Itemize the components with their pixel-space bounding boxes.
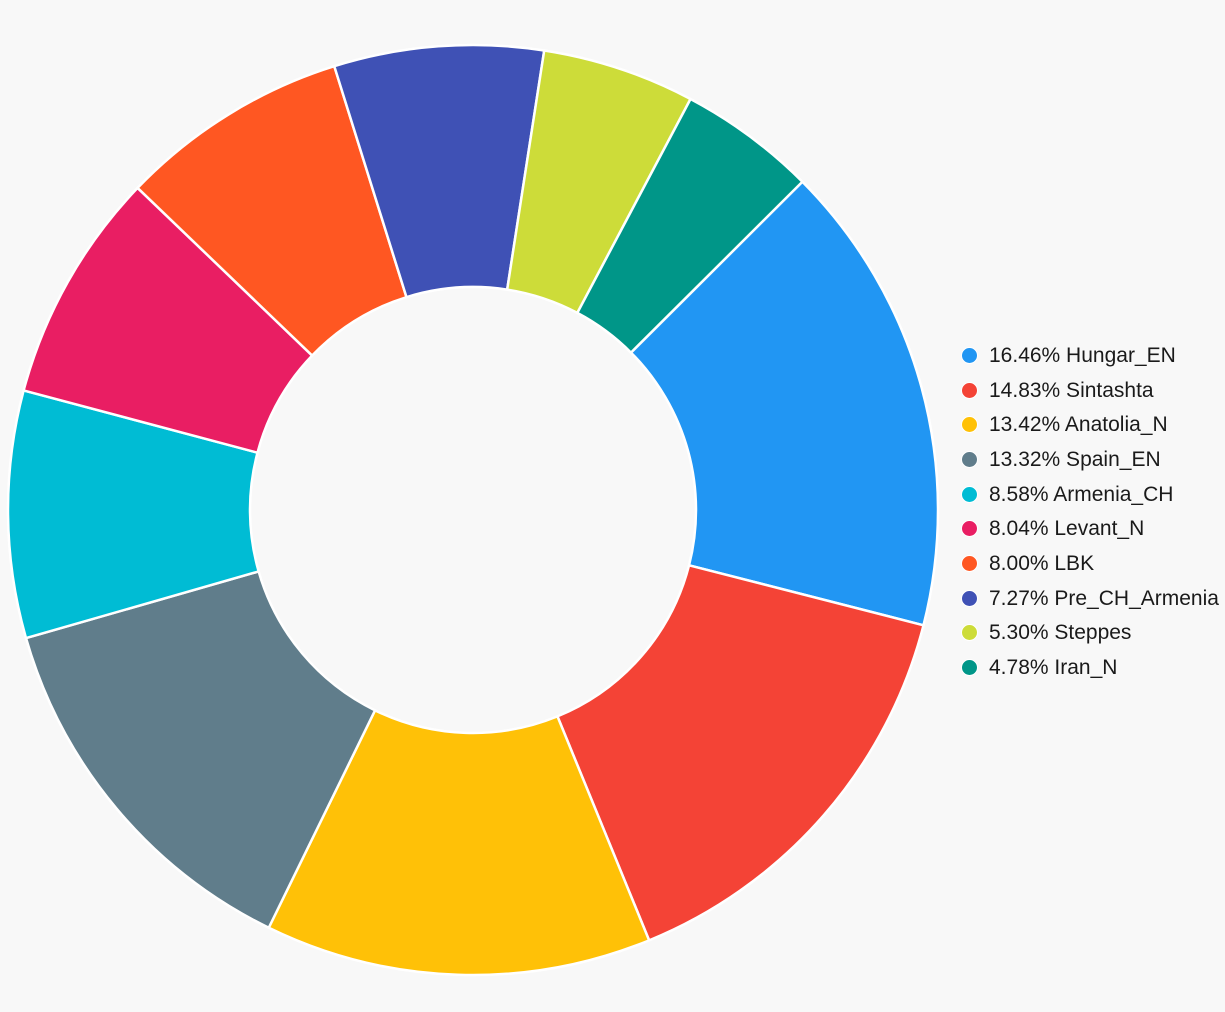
legend-label: 7.27% Pre_CH_Armenia <box>989 586 1219 610</box>
legend-item-LBK[interactable]: 8.00% LBK <box>961 546 1219 581</box>
legend-item-Pre_CH_Armenia[interactable]: 7.27% Pre_CH_Armenia <box>961 581 1219 616</box>
legend-item-Steppes[interactable]: 5.30% Steppes <box>961 616 1219 651</box>
pie-slice-Iran_N[interactable] <box>576 97 804 354</box>
legend-swatch-icon <box>961 381 978 399</box>
legend-item-Spain_EN[interactable]: 13.32% Spain_EN <box>961 442 1219 477</box>
legend-swatch-icon <box>961 450 978 468</box>
legend-item-Anatolia_N[interactable]: 13.42% Anatolia_N <box>961 407 1219 442</box>
legend-label: 8.04% Levant_N <box>989 517 1145 541</box>
pie-slice-Anatolia_N[interactable] <box>267 709 651 977</box>
chart-legend: 16.46% Hungar_EN 14.83% Sintashta 13.42% A… <box>961 338 1219 685</box>
legend-item-Levant_N[interactable]: 8.04% Levant_N <box>961 511 1219 546</box>
legend-label: 13.32% Spain_EN <box>989 447 1161 471</box>
legend-swatch-icon <box>961 659 978 677</box>
legend-swatch-icon <box>961 416 978 434</box>
legend-swatch-icon <box>961 346 978 364</box>
pie-slice-Hungar_EN[interactable] <box>629 180 940 627</box>
legend-item-Sintashta[interactable]: 14.83% Sintashta <box>961 373 1219 408</box>
legend-swatch-icon <box>961 554 978 572</box>
legend-swatch-icon <box>961 485 978 503</box>
legend-swatch-icon <box>961 624 978 642</box>
legend-label: 8.58% Armenia_CH <box>989 482 1174 506</box>
legend-label: 8.00% LBK <box>989 551 1095 575</box>
legend-label: 14.83% Sintashta <box>989 378 1154 402</box>
legend-item-Iran_N[interactable]: 4.78% Iran_N <box>961 650 1219 685</box>
legend-label: 4.78% Iran_N <box>989 656 1118 680</box>
pie-slice-Sintashta[interactable] <box>556 564 925 942</box>
pie-slice-Spain_EN[interactable] <box>24 570 377 929</box>
legend-label: 5.30% Steppes <box>989 621 1132 645</box>
legend-item-Hungar_EN[interactable]: 16.46% Hungar_EN <box>961 338 1219 373</box>
legend-label: 16.46% Hungar_EN <box>989 343 1176 367</box>
legend-item-Armenia_CH[interactable]: 8.58% Armenia_CH <box>961 477 1219 512</box>
legend-label: 13.42% Anatolia_N <box>989 413 1168 437</box>
legend-swatch-icon <box>961 520 978 538</box>
legend-swatch-icon <box>961 589 978 607</box>
